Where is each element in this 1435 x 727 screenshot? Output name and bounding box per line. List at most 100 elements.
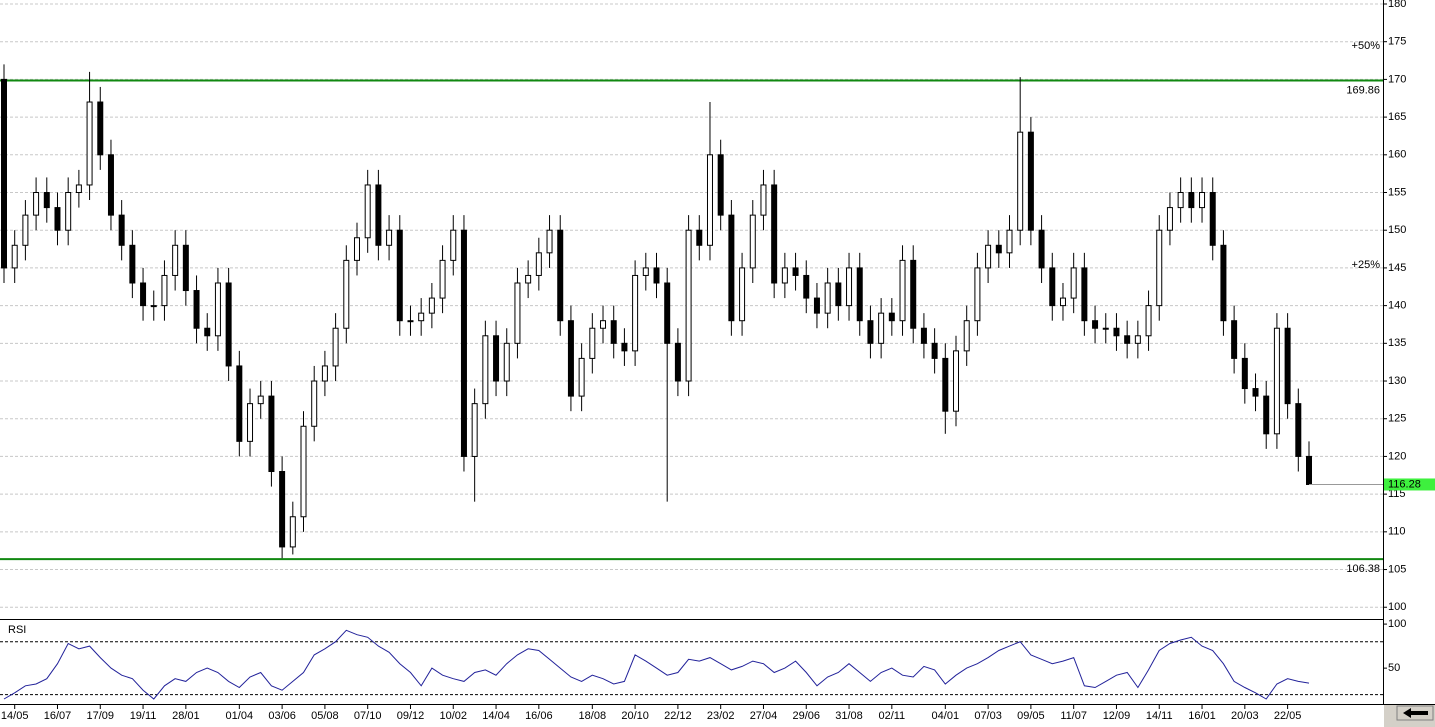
candle-body xyxy=(107,154,114,216)
x-tick-label: 14/05 xyxy=(1,710,29,722)
candle-body xyxy=(878,312,885,344)
candle-body xyxy=(172,244,179,276)
candle-body xyxy=(739,267,746,322)
candle-body xyxy=(311,380,318,427)
candle-body xyxy=(247,403,254,442)
candle-body xyxy=(1156,229,1163,307)
candle-body xyxy=(396,229,403,322)
x-tick-label: 14/04 xyxy=(482,710,510,722)
candle-body xyxy=(674,342,681,382)
y-tick-label: 120 xyxy=(1388,450,1406,462)
candle-body xyxy=(407,320,414,323)
last-price-box xyxy=(1384,478,1435,491)
candle-body xyxy=(963,320,970,352)
candle-body xyxy=(182,244,189,292)
y-tick-label: 130 xyxy=(1388,375,1406,387)
y-tick-label: 150 xyxy=(1388,224,1406,236)
candle-body xyxy=(300,425,307,518)
candle-body xyxy=(503,342,510,382)
candle-body xyxy=(995,244,1002,254)
x-tick-label: 11/07 xyxy=(1060,710,1087,722)
candle-body xyxy=(1092,320,1099,329)
x-tick-label: 16/01 xyxy=(1188,710,1216,722)
candle-body xyxy=(1263,395,1270,435)
last-price-label: 116.28 xyxy=(1388,478,1421,490)
candle-body xyxy=(1049,267,1056,307)
candle-body xyxy=(706,154,713,246)
x-tick-label: 16/06 xyxy=(525,710,553,722)
candle-body xyxy=(214,282,221,337)
candle-body xyxy=(749,214,756,269)
x-tick-label: 09/12 xyxy=(397,710,425,722)
x-tick-label: 28/01 xyxy=(172,710,200,722)
level-value-label: 169.86 xyxy=(1346,84,1380,96)
candle-body xyxy=(1166,207,1173,231)
scroll-button[interactable] xyxy=(1396,705,1434,721)
candle-body xyxy=(813,297,820,314)
candle-body xyxy=(75,184,82,194)
candle-body xyxy=(1134,335,1141,344)
y-tick-label: 155 xyxy=(1388,186,1406,198)
candle-body xyxy=(65,192,72,231)
candle-body xyxy=(771,184,778,284)
y-tick-label: 100 xyxy=(1388,618,1406,630)
x-tick-label: 09/05 xyxy=(1017,710,1045,722)
candle-body xyxy=(1209,192,1216,246)
x-tick-label: 07/10 xyxy=(354,710,382,722)
candle-body xyxy=(1038,229,1045,269)
x-tick-label: 23/02 xyxy=(707,710,735,722)
candle-body xyxy=(1273,327,1280,435)
x-tick-label: 12/09 xyxy=(1103,710,1131,722)
candle-body xyxy=(1295,403,1302,457)
rsi-line xyxy=(3,629,1310,700)
y-tick-label: 175 xyxy=(1388,36,1406,48)
candle-body xyxy=(589,327,596,359)
candle-body xyxy=(1284,327,1291,405)
candle-body xyxy=(781,267,788,284)
y-tick-label: 165 xyxy=(1388,111,1406,123)
candle-body xyxy=(760,184,767,216)
candle-body xyxy=(353,237,360,261)
candle-body xyxy=(642,267,649,276)
candle-body xyxy=(653,267,660,284)
candle-body xyxy=(1188,192,1195,209)
y-tick-label: 180 xyxy=(1388,0,1406,10)
candle-body xyxy=(578,357,585,397)
x-tick-label: 14/11 xyxy=(1146,710,1173,722)
y-tick-label: 140 xyxy=(1388,300,1406,312)
x-tick-label: 04/01 xyxy=(932,710,960,722)
x-tick-label: 31/08 xyxy=(835,710,863,722)
candle-body xyxy=(792,267,799,276)
candle-body xyxy=(942,357,949,412)
candle-body xyxy=(460,229,467,457)
x-tick-label: 17/09 xyxy=(87,710,115,722)
candle-body xyxy=(321,365,328,382)
candle-body xyxy=(54,207,61,231)
x-tick-label: 16/07 xyxy=(44,710,72,722)
candle-body xyxy=(728,214,735,322)
candle-body xyxy=(225,282,232,367)
candle-body xyxy=(386,229,393,246)
candle-body xyxy=(610,320,617,344)
candle-body xyxy=(664,282,671,344)
candle-body xyxy=(343,259,350,329)
candle-body xyxy=(1199,192,1206,209)
y-tick-label: 170 xyxy=(1388,73,1406,85)
candle-body xyxy=(1070,267,1077,299)
arrow-icon[interactable] xyxy=(1403,708,1428,718)
candle-body xyxy=(953,350,960,412)
candle-body xyxy=(899,259,906,322)
candle-body xyxy=(204,327,211,337)
candle-body xyxy=(1006,229,1013,254)
candle-body xyxy=(1241,357,1248,390)
candle-body xyxy=(1252,388,1259,397)
y-tick-label: 100 xyxy=(1388,601,1406,613)
level-label: +25% xyxy=(1352,259,1381,271)
candle-body xyxy=(289,516,296,548)
candle-body xyxy=(418,312,425,322)
candle-body xyxy=(632,274,639,352)
candle-body xyxy=(846,267,853,307)
y-tick-label: 110 xyxy=(1388,526,1406,538)
candle-body xyxy=(193,290,200,329)
